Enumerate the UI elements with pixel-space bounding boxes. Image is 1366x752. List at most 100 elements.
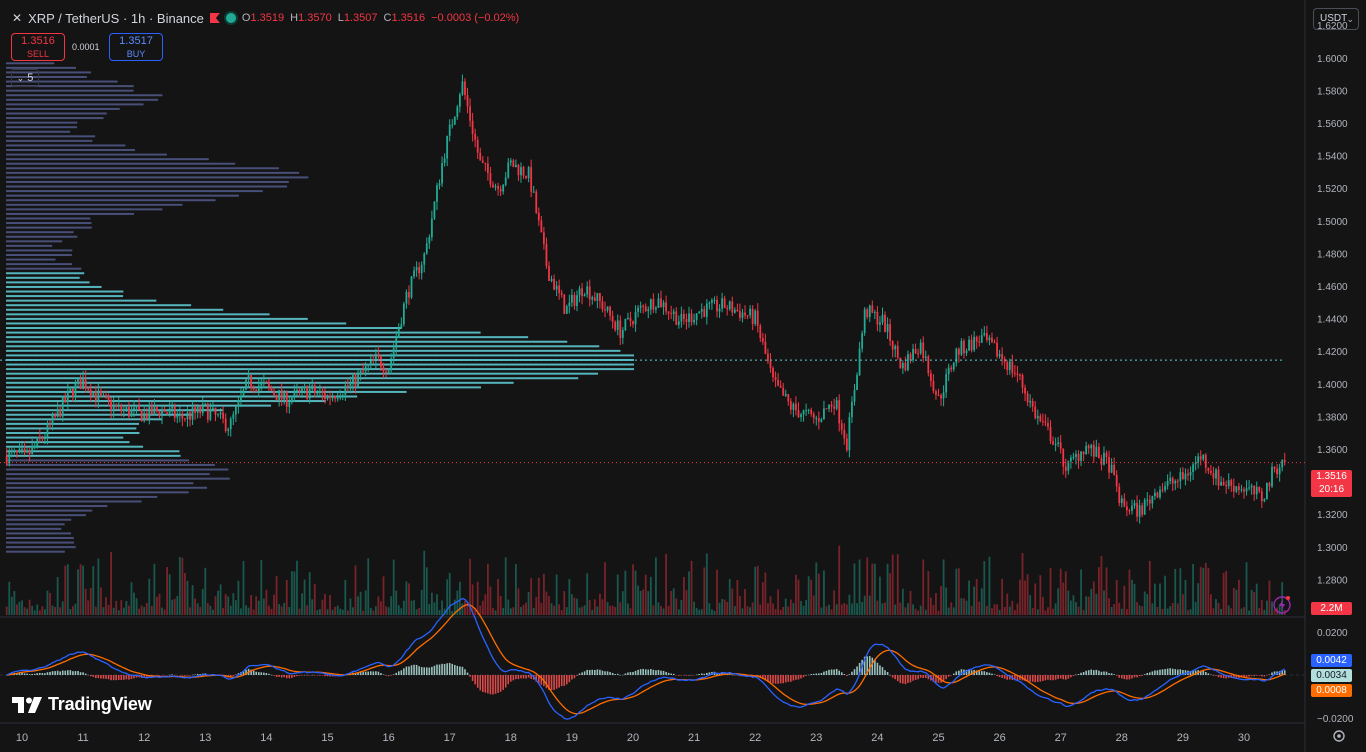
time-tick-label: 29 bbox=[1177, 732, 1189, 744]
macd-histogram-bar bbox=[774, 675, 777, 684]
macd-histogram-bar bbox=[1087, 670, 1090, 675]
macd-histogram-bar bbox=[1090, 669, 1093, 675]
candle-body bbox=[840, 423, 843, 430]
last-price-tag: 1.3516 20:16 bbox=[1311, 470, 1352, 497]
volume-bar bbox=[125, 600, 128, 615]
ohlc-close-key: C bbox=[383, 12, 392, 24]
price-axis[interactable]: 1.62001.60001.58001.56001.54001.52001.50… bbox=[1317, 21, 1348, 586]
candle-body bbox=[5, 455, 8, 464]
macd-histogram-bar bbox=[502, 675, 504, 690]
candle-body bbox=[1143, 500, 1146, 515]
macd-histogram-bar bbox=[1062, 675, 1065, 680]
time-tick-label: 26 bbox=[993, 732, 1005, 744]
volume-bar bbox=[245, 605, 247, 615]
volume-bar bbox=[695, 607, 698, 615]
candle-body bbox=[1082, 451, 1085, 455]
volume-bar bbox=[413, 600, 415, 615]
profile-row bbox=[6, 180, 289, 183]
macd-histogram-bar bbox=[611, 672, 614, 675]
macd-histogram-bar bbox=[996, 675, 998, 677]
profile-row bbox=[6, 500, 142, 503]
candle-body bbox=[665, 302, 667, 312]
macd-histogram-bar bbox=[173, 675, 176, 676]
volume-bar bbox=[1232, 587, 1235, 615]
volume-bar bbox=[8, 581, 11, 615]
candle-body bbox=[107, 396, 110, 401]
volume-bar bbox=[1258, 607, 1261, 615]
volume-bar bbox=[224, 594, 227, 615]
volume-bar bbox=[344, 579, 347, 615]
volume-bar bbox=[191, 585, 194, 615]
candle-body bbox=[1108, 457, 1110, 473]
macd-histogram-bar bbox=[950, 675, 953, 676]
volume-bar bbox=[408, 583, 410, 615]
profile-row bbox=[6, 441, 130, 444]
macd-histogram-bar bbox=[1082, 671, 1085, 675]
indicator-collapse-toggle[interactable]: ⌄ 5 bbox=[11, 69, 39, 87]
volume-bar bbox=[955, 568, 958, 615]
volume-bar bbox=[1049, 567, 1052, 615]
macd-histogram-bar bbox=[387, 675, 390, 677]
price-tick-label: 1.4600 bbox=[1317, 282, 1348, 293]
candle-body bbox=[1092, 444, 1095, 457]
volume-bar bbox=[764, 572, 767, 615]
volume-bar bbox=[377, 596, 380, 615]
volume-bar bbox=[257, 600, 260, 615]
profile-row bbox=[6, 331, 481, 334]
macd-histogram-bar bbox=[1059, 675, 1062, 679]
candle-body bbox=[1253, 485, 1256, 495]
close-icon[interactable]: ✕ bbox=[12, 11, 23, 25]
volume-bar bbox=[555, 574, 558, 615]
volume-bar bbox=[168, 574, 171, 615]
candle-body bbox=[746, 315, 749, 317]
macd-histogram-bar bbox=[1189, 670, 1192, 675]
symbol-title[interactable]: XRP / TetherUS · 1h · Binance bbox=[28, 10, 204, 26]
macd-histogram-bar bbox=[650, 669, 652, 675]
candle-body bbox=[1052, 441, 1054, 445]
gear-icon[interactable] bbox=[1332, 729, 1346, 748]
macd-histogram-bar bbox=[1154, 670, 1156, 675]
macd-histogram-bar bbox=[721, 672, 723, 675]
macd-histogram-bar bbox=[879, 665, 881, 675]
candle-body bbox=[97, 390, 100, 401]
candle-body bbox=[26, 450, 28, 453]
volume-bar bbox=[46, 590, 49, 615]
volume-bar bbox=[1013, 610, 1016, 615]
candle-body bbox=[1189, 472, 1192, 476]
volume-bar bbox=[550, 603, 553, 615]
volume-bar bbox=[425, 567, 428, 615]
candle-body bbox=[789, 401, 792, 410]
currency-select[interactable]: USDT ⌄ bbox=[1313, 8, 1359, 30]
buy-button[interactable]: 1.3517 BUY bbox=[109, 33, 163, 61]
macd-histogram-bar bbox=[481, 675, 484, 693]
lightning-icon[interactable] bbox=[1272, 595, 1292, 620]
macd-histogram-bar bbox=[637, 669, 639, 675]
flag-icon[interactable] bbox=[209, 13, 220, 23]
candle-body bbox=[894, 345, 897, 350]
candle-body bbox=[845, 438, 848, 451]
profile-row bbox=[6, 486, 208, 489]
volume-bar bbox=[1171, 603, 1174, 615]
macd-histogram-bar bbox=[693, 675, 695, 676]
volume-bar bbox=[1108, 598, 1110, 615]
time-axis[interactable]: 10 11 12 13 14 15 16 17 18 19 20 21 22 23 24 25 26 27 28 29… bbox=[16, 732, 1250, 744]
volume-bar bbox=[268, 605, 270, 615]
macd-histogram-bar bbox=[802, 675, 805, 678]
candle-body bbox=[280, 390, 283, 400]
macd-histogram-bar bbox=[1161, 669, 1164, 675]
macd-histogram-bar bbox=[718, 673, 721, 675]
volume-bar bbox=[805, 599, 808, 615]
profile-row bbox=[6, 372, 598, 375]
macd-histogram-bar bbox=[1044, 675, 1047, 681]
macd-histogram-bar bbox=[499, 675, 502, 692]
volume-bar bbox=[929, 597, 932, 615]
candle-body bbox=[1171, 477, 1174, 484]
candle-body bbox=[1006, 362, 1009, 370]
macd-histogram-bar bbox=[67, 670, 69, 675]
sell-button[interactable]: 1.3516 SELL bbox=[11, 33, 65, 61]
tradingview-logo[interactable]: TradingView bbox=[12, 694, 152, 715]
profile-row bbox=[6, 117, 104, 120]
volume-bar bbox=[873, 563, 876, 615]
candle-body bbox=[733, 309, 736, 313]
